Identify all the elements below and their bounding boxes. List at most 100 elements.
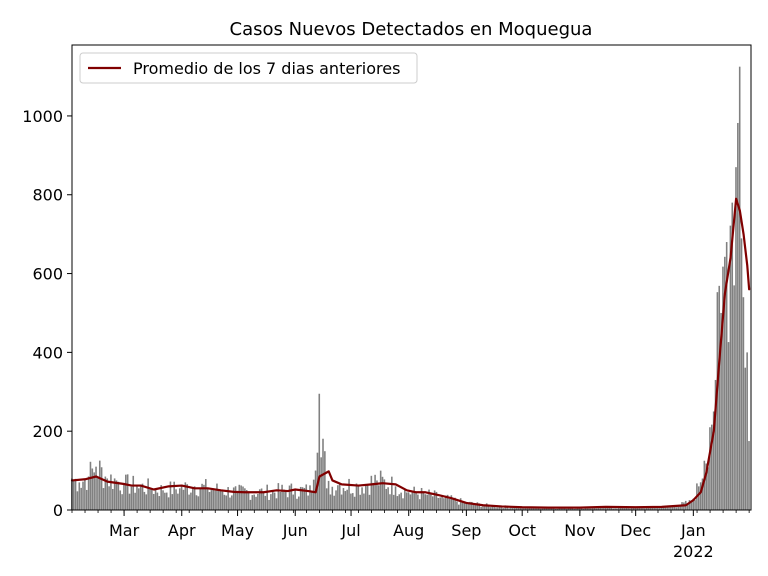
daily-case-bar (407, 492, 410, 510)
x-tick-label: Aug (393, 521, 424, 540)
daily-case-bar (350, 493, 352, 510)
daily-case-bar (640, 508, 642, 510)
daily-case-bar (515, 507, 518, 510)
daily-case-bar (344, 491, 347, 510)
legend-label: Promedio de los 7 dias anteriores (133, 59, 400, 78)
x-tick-label: Dec (620, 521, 651, 540)
daily-case-bar (539, 508, 542, 510)
daily-case-bar (324, 451, 326, 510)
daily-case-bar (111, 488, 114, 510)
daily-case-bar (214, 490, 216, 510)
daily-case-bar (655, 507, 657, 510)
daily-case-bar (376, 480, 378, 510)
daily-case-bar (121, 494, 123, 510)
daily-case-bar (471, 501, 473, 510)
daily-case-bar (141, 483, 144, 510)
daily-case-bar (472, 503, 475, 510)
daily-case-bar (595, 508, 598, 510)
daily-case-bar (686, 503, 689, 510)
daily-case-bar (275, 498, 278, 510)
daily-case-bar (151, 489, 153, 510)
daily-case-bar (312, 479, 315, 510)
daily-case-bar (513, 506, 516, 510)
daily-case-bar (580, 507, 583, 510)
daily-case-bar (125, 474, 127, 510)
daily-case-bar (338, 484, 341, 510)
daily-case-bar (249, 499, 252, 510)
y-tick-label: 400 (32, 343, 63, 362)
daily-case-bar (426, 494, 428, 510)
daily-case-bar (221, 491, 224, 510)
daily-case-bar (636, 506, 639, 510)
daily-case-bar (437, 497, 440, 510)
daily-case-bar (253, 494, 255, 510)
daily-case-bar (405, 492, 408, 510)
daily-case-bar (357, 486, 360, 510)
daily-case-bar (666, 506, 668, 510)
daily-case-bar (523, 506, 525, 510)
daily-case-bar (186, 484, 188, 510)
daily-case-bar (623, 508, 626, 510)
daily-case-bar (165, 492, 168, 510)
daily-case-bar (229, 497, 231, 510)
daily-case-bar (511, 507, 514, 510)
daily-case-bar (582, 508, 585, 510)
daily-case-bar (240, 485, 242, 510)
daily-case-bar (562, 507, 564, 510)
daily-case-bar (491, 506, 494, 510)
daily-case-bar (205, 479, 207, 510)
daily-case-bar (136, 486, 138, 510)
y-tick-label: 1000 (22, 107, 63, 126)
daily-case-bar (110, 474, 112, 510)
daily-case-bar (203, 484, 205, 510)
daily-case-bar (212, 489, 215, 510)
daily-case-bar (285, 491, 287, 510)
x-tick-label: Sep (451, 521, 481, 540)
daily-case-bar (156, 492, 159, 510)
daily-case-bar (311, 491, 313, 510)
daily-case-bar (251, 495, 254, 510)
daily-case-bar (177, 493, 179, 510)
daily-case-bar (93, 472, 95, 510)
daily-case-bar (740, 238, 743, 511)
daily-case-bar (123, 484, 125, 510)
daily-case-bar (398, 494, 401, 510)
daily-case-bar (139, 485, 142, 510)
daily-case-bar (699, 482, 702, 510)
daily-case-bar (484, 505, 486, 510)
daily-case-bar (578, 508, 581, 510)
daily-case-bar (727, 342, 730, 510)
legend-box (79, 52, 418, 84)
daily-case-bar (508, 508, 510, 510)
y-axis: 0 200 400 600 800 1000 (22, 107, 72, 520)
daily-case-bar (712, 411, 715, 510)
daily-case-bar (575, 508, 577, 510)
daily-case-bar (482, 505, 484, 510)
daily-case-bar (298, 496, 300, 510)
daily-case-bar (281, 484, 283, 510)
daily-case-bar (309, 485, 311, 510)
daily-case-bar (644, 508, 646, 510)
daily-case-bar (128, 493, 131, 510)
daily-case-bar (374, 474, 376, 510)
daily-case-bar (725, 242, 728, 510)
daily-case-bar (593, 507, 596, 510)
daily-case-bar (143, 491, 146, 510)
daily-case-bar (552, 508, 555, 510)
daily-case-bar (294, 490, 296, 510)
y-tick-label: 0 (53, 501, 63, 520)
daily-case-bar (387, 487, 389, 510)
daily-case-bar (279, 491, 282, 510)
daily-case-bar (100, 467, 103, 510)
daily-case-bar (82, 481, 84, 510)
daily-case-bar (218, 490, 220, 510)
daily-case-bar (485, 503, 488, 510)
daily-case-bar (478, 503, 481, 510)
x-tick-label: Jan (680, 521, 706, 540)
daily-case-bar (469, 501, 471, 510)
daily-case-bar (108, 486, 110, 510)
daily-case-bar (614, 508, 616, 510)
daily-case-bar (333, 495, 335, 510)
daily-case-bar (519, 507, 521, 510)
daily-case-bar (714, 379, 717, 510)
